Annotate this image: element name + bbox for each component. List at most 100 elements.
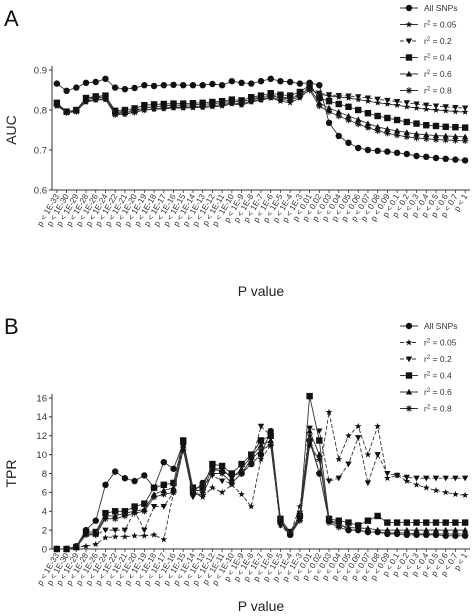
panel-b-data-point	[160, 458, 167, 466]
panel-a-data-point	[452, 156, 459, 163]
panel-b-data-point	[442, 530, 449, 538]
panel-b-data-point	[238, 465, 245, 472]
panel-b-data-point	[170, 484, 177, 491]
panel-b-data-point	[432, 530, 440, 538]
panel-a-data-point	[92, 78, 99, 86]
panel-b-y-tick-label: 2	[42, 525, 47, 536]
panel-a-data-point	[355, 94, 362, 100]
panel-a-data-point	[277, 96, 284, 103]
panel-b-data-point	[403, 474, 411, 481]
panel-b-y-tick-label: 4	[42, 507, 47, 518]
panel-b-data-point	[209, 470, 216, 477]
panel-a-data-point	[228, 78, 236, 85]
panel-b-data-point	[364, 525, 372, 531]
panel-b-data-point	[296, 517, 304, 524]
panel-b-data-point	[131, 477, 138, 485]
panel-a-data-point	[160, 104, 167, 112]
panel-b-data-point	[218, 478, 226, 485]
panel-b-data-point	[452, 475, 459, 482]
panel-b-data-point	[102, 534, 109, 541]
panel-b-data-point	[374, 528, 381, 536]
panel-b-data-point	[364, 528, 372, 536]
panel-a-data-point	[286, 97, 294, 104]
panel-a-y-axis-title: AUC	[3, 115, 19, 145]
panel-b-data-point	[374, 512, 381, 520]
panel-a-data-point	[228, 99, 236, 106]
panel-b-data-point	[248, 461, 255, 468]
panel-b-data-point	[345, 526, 352, 534]
panel-a-data-point	[170, 104, 177, 111]
panel-b-data-point	[160, 481, 167, 489]
panel-b-data-point	[325, 478, 333, 485]
panel-b-data-point	[121, 475, 129, 482]
panel-a-data-point	[413, 120, 420, 127]
panel-b-data-point	[315, 469, 323, 477]
panel-b-legend-marker	[405, 338, 413, 346]
panel-b-data-point	[170, 489, 177, 496]
panel-a-legend-marker	[405, 4, 413, 12]
panel-a-data-point	[355, 144, 362, 152]
panel-a-data-point	[316, 94, 323, 102]
panel-a-data-point	[316, 82, 323, 89]
panel-a-data-point	[461, 133, 469, 140]
panel-a-data-point	[335, 108, 342, 115]
panel-a-data-point	[102, 95, 109, 102]
panel-b-data-point	[461, 526, 469, 533]
panel-a-legend-label: r2 = 0.05	[424, 20, 457, 30]
panel-b-y-tick-label: 14	[36, 412, 47, 423]
panel-a-legend-marker	[405, 87, 413, 94]
panel-b-data-point	[461, 491, 469, 499]
panel-a-legend-label: r2 = 0.6	[424, 69, 452, 79]
panel-a-data-point	[432, 154, 440, 162]
panel-a-data-point	[432, 122, 440, 130]
panel-a-data-point	[423, 131, 430, 138]
panel-b-data-point	[209, 484, 216, 491]
panel-a-data-point	[111, 84, 119, 91]
panel-b-data-point	[461, 519, 469, 526]
panel-a-data-point	[199, 82, 206, 89]
panel-b-data-point	[180, 441, 187, 448]
panel-b-data-point	[189, 491, 197, 498]
panel-b-data-point	[102, 515, 109, 522]
panel-a-data-point	[316, 90, 323, 97]
panel-a-data-point	[442, 107, 450, 114]
panel-a-data-point	[423, 102, 430, 109]
panel-b-data-point	[345, 432, 352, 439]
panel-a-data-point	[355, 106, 362, 114]
panel-b-legend-marker	[405, 372, 413, 379]
panel-b-y-tick-label: 8	[42, 469, 47, 480]
panel-b-data-point	[335, 475, 342, 482]
panel-a-data-point	[248, 98, 255, 105]
panel-b-data-point	[296, 503, 304, 510]
panel-a-data-point	[393, 149, 401, 156]
panel-a-legend-marker	[405, 54, 413, 61]
panel-a-data-point	[82, 98, 90, 105]
panel-a-data-point	[267, 75, 274, 83]
panel-b-data-point	[286, 531, 294, 539]
panel-b-data-point	[180, 437, 187, 444]
panel-a-data-point	[364, 124, 372, 131]
panel-b-data-point	[384, 474, 391, 482]
panel-a-data-point	[345, 93, 352, 100]
panel-b-data-point	[102, 481, 109, 489]
panel-b-data-point	[316, 437, 323, 444]
panel-a-data-point	[403, 103, 411, 110]
panel-b-data-point	[442, 488, 450, 496]
panel-b-data-point	[306, 392, 313, 400]
panel-a-x-axis-title: P value	[238, 283, 285, 299]
panel-a-data-point	[277, 78, 284, 85]
panel-b-data-point	[423, 519, 430, 526]
panel-b-data-point	[111, 515, 119, 522]
panel-b-data-point	[316, 451, 323, 458]
panel-b-data-point	[160, 503, 167, 510]
panel-b-data-point	[442, 475, 449, 482]
panel-a-data-point	[452, 124, 459, 131]
panel-a-data-point	[423, 135, 430, 142]
panel-b-data-point	[257, 437, 265, 444]
panel-b-data-point	[228, 470, 236, 477]
panel-b-data-point	[238, 460, 245, 468]
panel-b-data-point	[384, 519, 391, 526]
panel-a-legend-marker	[405, 20, 413, 28]
panel-b-data-point	[413, 475, 420, 482]
panel-a-data-point	[393, 116, 401, 124]
